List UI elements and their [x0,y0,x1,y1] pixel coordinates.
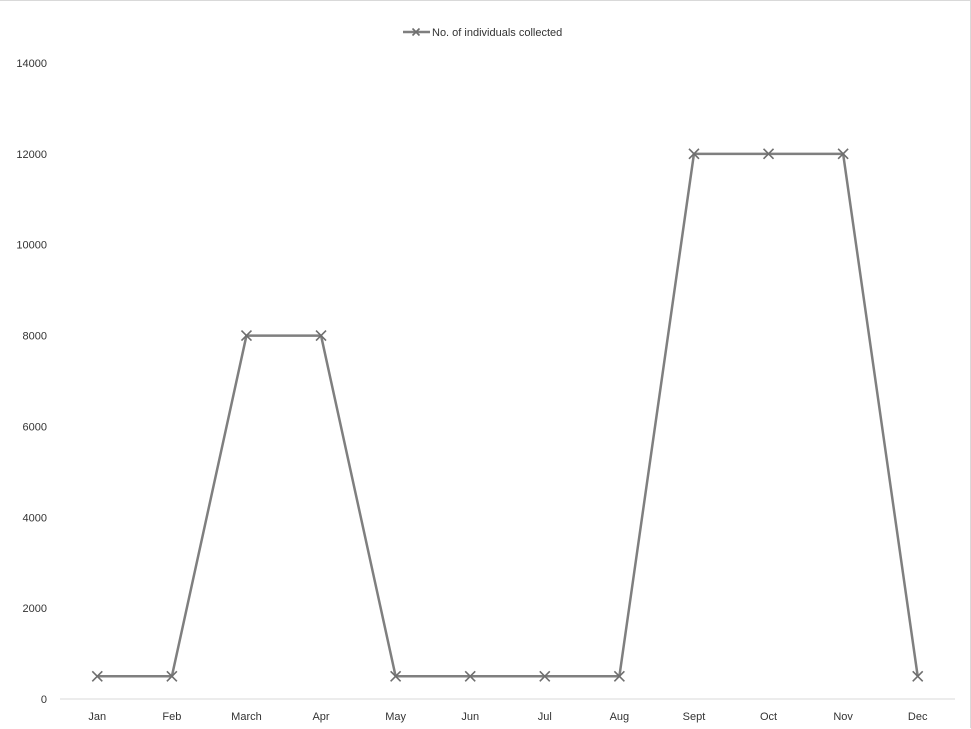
legend-marker-x-icon [411,27,421,37]
y-tick-label: 2000 [23,603,47,615]
x-tick-label: Aug [610,711,630,723]
data-point [613,670,625,682]
x-tick-label: Feb [162,711,181,723]
x-axis: Jan Feb March Apr May Jun Jul Aug Sept Oct Nov Dec [88,711,928,723]
x-tick-label: Sept [683,711,706,723]
data-point [240,330,253,342]
y-tick-label: 14000 [16,58,47,70]
y-tick-label: 4000 [23,512,47,524]
data-point [315,330,327,342]
data-point [762,148,775,160]
data-points [91,148,924,682]
y-axis: 0 2000 4000 6000 8000 10000 12000 14000 [16,58,47,706]
x-tick-label: Jan [88,711,106,723]
x-tick-label: Oct [760,711,777,723]
y-tick-label: 0 [41,694,47,706]
legend-label: No. of individuals collected [432,27,562,39]
x-tick-label: March [231,711,262,723]
y-tick-label: 8000 [23,331,47,343]
x-tick-label: Dec [908,711,928,723]
x-tick-label: Jul [538,711,552,723]
x-tick-label: Nov [833,711,853,723]
data-point [688,148,700,160]
x-tick-label: Jun [461,711,479,723]
data-point [390,670,402,682]
series-line-individuals [97,152,919,678]
data-point [837,148,849,160]
data-point [464,670,476,682]
legend: No. of individuals collected [403,27,562,39]
y-tick-label: 12000 [16,149,47,161]
data-point [912,670,924,682]
data-point [91,670,103,682]
x-tick-label: May [385,711,406,723]
x-tick-label: Apr [312,711,329,723]
data-point [539,670,551,682]
y-tick-label: 6000 [23,421,47,433]
data-point [166,670,178,682]
y-tick-label: 10000 [16,240,47,252]
